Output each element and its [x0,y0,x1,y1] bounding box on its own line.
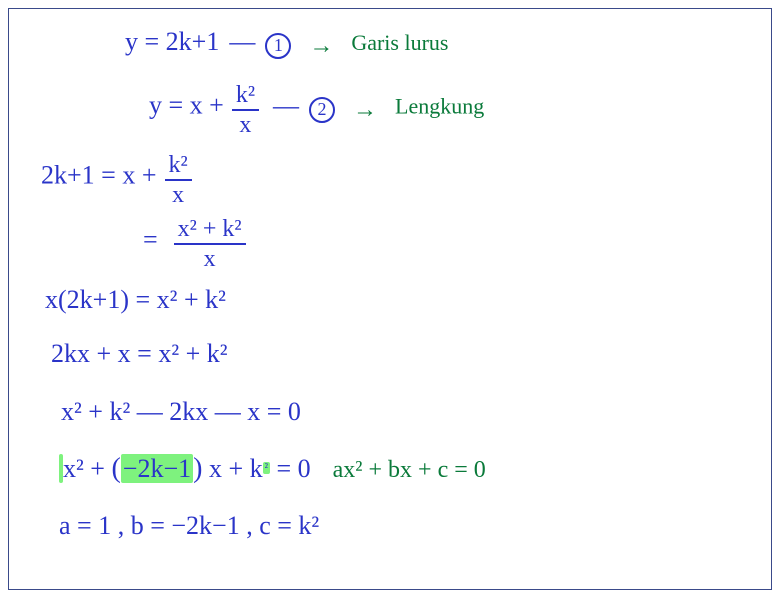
step-6-row: x² + (−2k−1) x + k² = 0 ax² + bx + c = 0 [59,453,486,485]
step-1-row: 2k+1 = x + k² x [41,153,196,207]
eq2-frac-den: x [232,111,259,137]
step1-frac-den: x [165,181,192,207]
step6-std-form: ax² + bx + c = 0 [333,457,486,483]
step2-eq: = [143,225,158,254]
eq2-arrow: → [353,97,377,123]
eq1-marker: 1 [265,33,291,59]
eq2-expr-pre: y = x + [149,91,224,120]
step2-fraction: x² + k² x [174,217,246,271]
step-7-row: a = 1 , b = −2k−1 , c = k² [59,511,319,541]
step6-hl-mid: −2k−1 [121,454,193,483]
equation-2-row: y = x + k² x — 2 → Lengkung [149,83,484,137]
step6-mid-tail: x + k [202,454,262,483]
eq1-label: Garis lurus [351,30,448,55]
step1-left: 2k+1 = x + [41,161,157,190]
step-3-row: x(2k+1) = x² + k² [45,285,226,315]
eq2-fraction: k² x [232,83,259,137]
equation-1-row: y = 2k+1 — 1 → Garis lurus [125,27,448,60]
step6-post-lead: x² + [63,454,111,483]
eq1-dash: — [229,27,255,56]
step1-fraction: k² x [165,153,192,207]
step-2-row: = x² + k² x [143,217,250,271]
worksheet-page: y = 2k+1 — 1 → Garis lurus y = x + k² x … [8,8,772,590]
eq2-dash: — [273,91,299,120]
eq2-marker: 2 [309,97,335,123]
step2-frac-num: x² + k² [174,217,246,245]
step-5-row: x² + k² — 2kx — x = 0 [61,397,301,427]
step6-tail: = 0 [270,454,311,483]
eq1-arrow: → [309,33,333,59]
eq2-label: Lengkung [395,94,484,119]
step-4-row: 2kx + x = x² + k² [51,339,228,369]
step1-frac-num: k² [165,153,192,181]
step6-paren-open: ( [111,453,120,484]
eq2-frac-num: k² [232,83,259,111]
step2-frac-den: x [174,245,246,271]
step6-hl-exp: ² [263,462,270,474]
eq1-expr: y = 2k+1 [125,27,219,56]
